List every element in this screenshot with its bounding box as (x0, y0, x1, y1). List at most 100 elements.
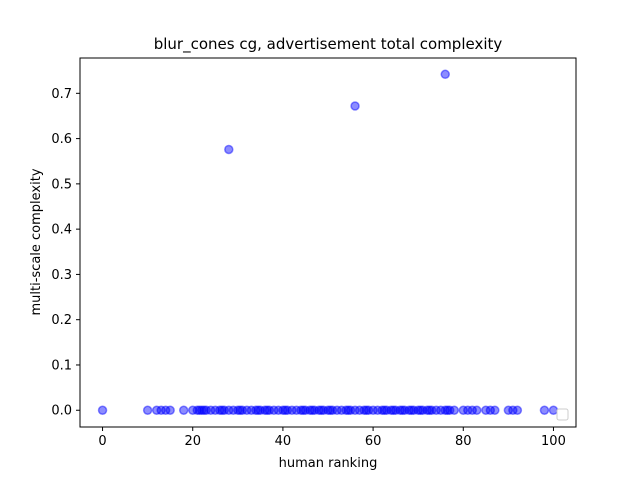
scatter-point (539, 405, 550, 415)
scatter-point (503, 405, 514, 415)
scatter-point (361, 405, 372, 415)
scatter-point (350, 405, 360, 415)
scatter-point (318, 405, 329, 415)
scatter-point (354, 405, 365, 415)
scatter-point (372, 405, 383, 415)
scatter-point (424, 405, 435, 415)
scatter-point (467, 405, 478, 415)
scatter-point (278, 405, 288, 415)
scatter-point (300, 405, 311, 415)
scatter-point (233, 405, 243, 415)
y-tick-label: 0.1 (51, 358, 72, 373)
y-tick-label: 0.4 (51, 223, 72, 238)
scatter-point (408, 405, 419, 415)
y-tick-label: 0.3 (51, 268, 72, 283)
scatter-point (187, 405, 198, 415)
scatter-point (160, 405, 171, 415)
scatter-point (287, 405, 297, 415)
plot-frame (79, 57, 577, 428)
scatter-point (298, 405, 308, 415)
scatter-point (197, 405, 207, 415)
scatter-point (253, 405, 263, 415)
scatter-point (296, 405, 306, 415)
y-tick-label: 0.5 (51, 177, 72, 192)
y-tick-label: 0.0 (51, 404, 72, 419)
scatter-point (314, 405, 324, 415)
scatter-point (291, 405, 302, 415)
scatter-point (395, 405, 405, 415)
x-axis: 0 20 40 60 80 100 (98, 427, 566, 449)
scatter-point (449, 405, 459, 415)
scatter-point (336, 405, 347, 415)
scatter-point (282, 405, 293, 415)
scatter-point (246, 405, 257, 415)
y-tick-label: 0.2 (51, 313, 72, 328)
scatter-point (458, 405, 469, 415)
scatter-point (210, 405, 221, 415)
scatter-point (548, 405, 559, 415)
scatter-point (381, 405, 392, 415)
scatter-point (224, 405, 234, 415)
scatter-point (415, 405, 426, 415)
scatter-point (273, 405, 284, 415)
y-tick-label: 0.7 (51, 87, 72, 102)
scatter-point (251, 405, 261, 415)
scatter-point (307, 405, 317, 415)
scatter-point (359, 405, 369, 415)
scatter-point (343, 405, 354, 415)
scatter-point (422, 405, 432, 415)
scatter-point (280, 405, 290, 415)
scatter-point (309, 405, 320, 415)
x-tick-label: 20 (184, 434, 201, 449)
scatter-point (440, 405, 450, 415)
scatter-point (485, 405, 496, 415)
scatter-point (142, 405, 153, 415)
scatter-point (386, 405, 396, 415)
scatter-point (404, 405, 414, 415)
chart-title: blur_cones cg, advertisement total compl… (154, 35, 503, 54)
scatter-point (237, 405, 248, 415)
points-layer (97, 69, 559, 415)
scatter-point (417, 405, 428, 415)
legend-box (556, 408, 569, 421)
scatter-point (323, 405, 333, 415)
scatter-point (327, 405, 338, 415)
x-tick-label: 80 (455, 434, 472, 449)
scatter-point (262, 405, 272, 415)
scatter-point (363, 405, 374, 415)
scatter-point (235, 405, 245, 415)
scatter-point (255, 405, 266, 415)
scatter-point (194, 405, 205, 415)
scatter-point (426, 405, 437, 415)
scatter-point (442, 405, 453, 415)
scatter-point (97, 405, 108, 415)
scatter-point (219, 405, 230, 415)
scatter-point (463, 405, 473, 415)
scatter-point (472, 405, 482, 415)
scatter-point (379, 405, 390, 415)
scatter-point (178, 405, 189, 415)
scatter-point (431, 405, 441, 415)
scatter-point (341, 405, 351, 415)
scatter-point (156, 405, 166, 415)
scatter-point (242, 405, 252, 415)
scatter-point (165, 405, 175, 415)
scatter-point (368, 405, 378, 415)
x-axis-title: human ranking (279, 456, 378, 471)
x-tick-label: 100 (541, 434, 566, 449)
scatter-point (305, 405, 315, 415)
scatter-point (435, 405, 446, 415)
scatter-point (260, 405, 270, 415)
scatter-point (399, 405, 410, 415)
x-tick-label: 60 (365, 434, 382, 449)
scatter-point (269, 405, 279, 415)
scatter-point (217, 405, 227, 415)
scatter-point (406, 405, 417, 415)
scatter-point (440, 69, 450, 80)
scatter-point (228, 405, 239, 415)
scatter-point (206, 405, 216, 415)
scatter-point (215, 405, 225, 415)
scatter-point (192, 405, 202, 415)
y-axis-title: multi-scale complexity (29, 168, 44, 315)
scatter-point (224, 144, 234, 155)
